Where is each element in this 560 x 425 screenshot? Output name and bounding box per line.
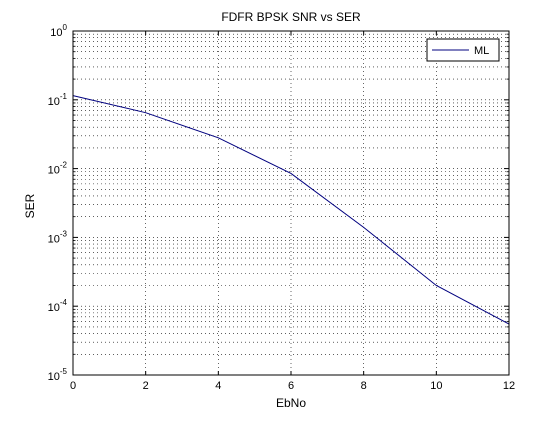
series-layer (72, 95, 510, 325)
y-axis-label: SER (23, 193, 37, 218)
grid (73, 31, 509, 375)
x-tick-label: 10 (430, 380, 442, 392)
x-tick-label: 6 (288, 380, 294, 392)
x-tick-label: 8 (361, 380, 367, 392)
x-tick-label: 12 (503, 380, 515, 392)
x-axis-label: EbNo (276, 396, 306, 410)
x-tick-label: 0 (70, 380, 76, 392)
chart-title: FDFR BPSK SNR vs SER (221, 10, 361, 24)
x-tick-label: 4 (215, 380, 221, 392)
x-tick-label: 2 (143, 380, 149, 392)
series-line-ml (72, 95, 510, 325)
legend-label: ML (474, 45, 489, 57)
legend: ML (426, 38, 500, 62)
